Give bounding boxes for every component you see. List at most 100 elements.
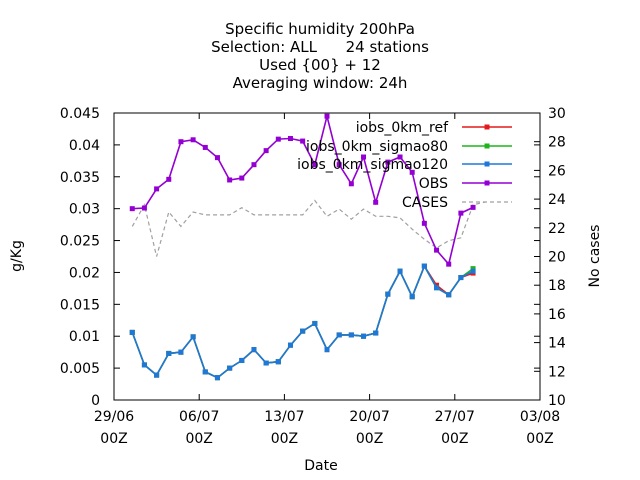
x-tick-label-hour: 00Z — [441, 431, 468, 447]
title-line-1: Specific humidity 200hPa — [225, 20, 415, 38]
y-tick-label: 0.01 — [69, 329, 100, 345]
data-point — [275, 136, 281, 142]
data-point — [458, 210, 464, 216]
y-tick-label: 0.035 — [60, 170, 100, 186]
y2-tick-label: 14 — [548, 336, 566, 352]
data-point — [141, 362, 147, 368]
x-tick-label-hour: 00Z — [526, 431, 553, 447]
y2-tick-label: 26 — [548, 163, 566, 179]
x-tick-label-hour: 00Z — [271, 431, 298, 447]
data-point — [324, 347, 330, 353]
legend-marker — [484, 161, 490, 167]
x-tick-label-date: 13/07 — [264, 409, 304, 425]
data-point — [227, 177, 233, 183]
data-point — [275, 359, 281, 365]
data-point — [287, 136, 293, 142]
data-point — [312, 320, 318, 326]
data-point — [312, 162, 318, 168]
y-tick-label: 0.02 — [69, 265, 100, 281]
data-point — [129, 329, 135, 335]
series-iobs-0km-sigmao120 — [129, 263, 476, 381]
data-point — [385, 291, 391, 297]
data-point — [227, 365, 233, 371]
data-point — [409, 294, 415, 300]
x-tick-label-date: 03/08 — [520, 409, 560, 425]
chart-title: Specific humidity 200hPa Selection: ALL … — [211, 20, 429, 92]
data-point — [348, 181, 354, 187]
series-line — [131, 264, 474, 379]
legend-marker — [484, 124, 490, 130]
x-tick-label-date: 29/06 — [94, 409, 134, 425]
series-iobs-0km-ref — [129, 263, 476, 381]
data-point — [434, 282, 440, 288]
x-tick-label-date: 06/07 — [179, 409, 219, 425]
data-point — [178, 349, 184, 355]
data-point — [446, 292, 452, 298]
data-point — [141, 205, 147, 211]
y2-tick-label: 28 — [548, 135, 566, 151]
data-point — [373, 199, 379, 205]
data-point — [154, 372, 160, 378]
legend-label: iobs_0km_ref — [356, 120, 449, 136]
legend-label: OBS — [419, 176, 448, 192]
x-tick-label-hour: 00Z — [185, 431, 212, 447]
y-tick-label: 0.04 — [69, 138, 100, 154]
y-tick-label: 0.025 — [60, 234, 100, 250]
x-tick-label-date: 27/07 — [435, 409, 475, 425]
y2-tick-label: 18 — [548, 278, 566, 294]
plot-frame — [113, 112, 541, 401]
data-point — [190, 334, 196, 340]
x-tick-label-date: 20/07 — [349, 409, 389, 425]
data-point — [214, 375, 220, 381]
legend: iobs_0km_ref iobs_0km_sigmao80 iobs_0km_si… — [297, 120, 512, 211]
data-point — [361, 154, 367, 160]
y2-axis-label: No cases — [587, 225, 603, 288]
data-point — [263, 360, 269, 366]
data-point — [300, 138, 306, 144]
data-point — [239, 175, 245, 181]
data-point — [348, 332, 354, 338]
series-line — [131, 264, 474, 379]
plot-series — [129, 113, 486, 381]
y2-tick-label: 10 — [548, 393, 566, 409]
data-point — [434, 285, 440, 291]
data-point — [397, 154, 403, 160]
data-point — [300, 328, 306, 334]
data-point — [470, 266, 476, 272]
data-point — [154, 186, 160, 192]
data-point — [421, 263, 427, 269]
y-tick-label: 0.015 — [60, 297, 100, 313]
data-point — [166, 350, 172, 356]
series-line — [131, 264, 474, 379]
title-line-3: Used {00} + 12 — [259, 56, 381, 74]
y2-tick-label: 22 — [548, 221, 566, 237]
data-point — [202, 369, 208, 375]
series-OBS — [129, 113, 476, 267]
data-point — [251, 347, 257, 353]
data-point — [385, 159, 391, 165]
data-point — [214, 155, 220, 161]
data-point — [178, 139, 184, 145]
y2-tick-label: 12 — [548, 364, 566, 380]
legend-label: iobs_0km_sigmao120 — [297, 157, 448, 173]
y-axis-label: g/Kg — [9, 240, 25, 272]
x-tick-label-hour: 00Z — [356, 431, 383, 447]
data-point — [336, 162, 342, 168]
data-point — [202, 144, 208, 150]
data-point — [263, 148, 269, 154]
data-point — [446, 261, 452, 267]
legend-marker — [484, 180, 490, 186]
data-point — [434, 247, 440, 253]
legend-label: CASES — [402, 195, 448, 211]
y-tick-label: 0.03 — [69, 202, 100, 218]
data-point — [458, 275, 464, 281]
y2-tick-label: 30 — [548, 106, 566, 122]
data-point — [190, 137, 196, 143]
data-point — [324, 113, 330, 119]
data-point — [251, 162, 257, 168]
legend-label: iobs_0km_sigmao80 — [306, 139, 448, 155]
y-tick-label: 0 — [91, 393, 100, 409]
data-point — [373, 330, 379, 336]
axes: 0 0.005 0.01 0.015 0.02 0.025 0.03 0.035 0.04 0.0… — [60, 106, 566, 447]
